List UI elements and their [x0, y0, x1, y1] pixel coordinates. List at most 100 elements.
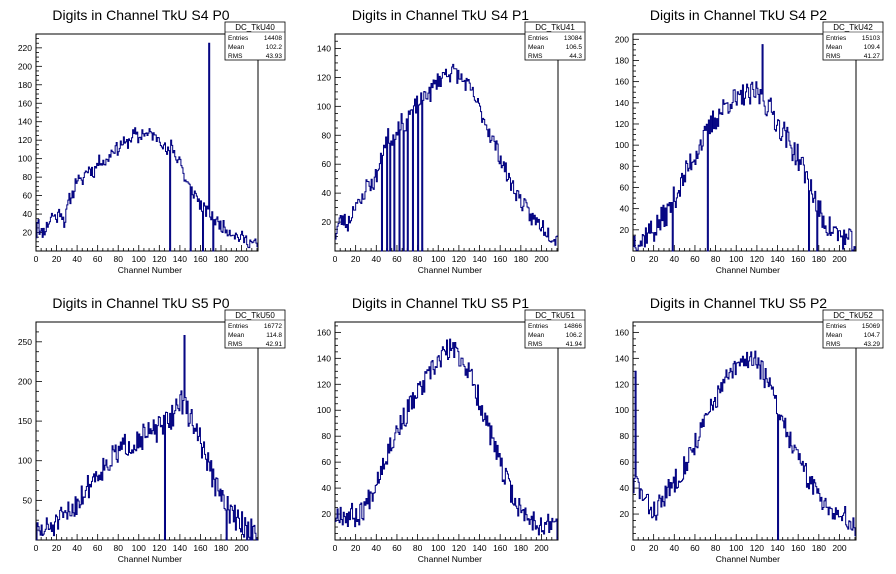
stats-mean-label: Mean	[826, 332, 843, 339]
stats-rms-value: 41.94	[566, 341, 583, 348]
x-tick-label: 200	[832, 254, 846, 264]
x-tick-label: 120	[750, 254, 764, 264]
y-tick-label: 120	[18, 135, 32, 145]
x-axis-title: Channel Number	[716, 265, 780, 275]
x-tick-label: 40	[72, 254, 82, 264]
y-tick-label: 140	[317, 43, 331, 53]
y-tick-label: 140	[317, 353, 331, 363]
x-tick-label: 120	[152, 543, 166, 553]
x-tick-label: 140	[173, 254, 187, 264]
y-tick-label: 100	[615, 405, 629, 415]
y-tick-label: 40	[322, 188, 332, 198]
x-tick-label: 0	[333, 254, 338, 264]
x-tick-label: 180	[514, 543, 528, 553]
y-tick-label: 40	[23, 209, 33, 219]
y-tick-label: 180	[615, 55, 629, 65]
stats-entries-value: 15069	[862, 323, 880, 330]
stats-mean-value: 106.5	[566, 44, 583, 51]
stats-entries-label: Entries	[228, 323, 249, 330]
histogram-panel-2: Digits in Channel TkU S4 P2 0 20 40 60 80 100 1…	[615, 7, 884, 275]
stats-box	[822, 309, 884, 349]
x-tick-label: 40	[372, 254, 382, 264]
y-tick-label: 20	[322, 509, 332, 519]
x-tick-label: 200	[234, 254, 248, 264]
stats-rms-value: 44.3	[569, 53, 582, 60]
histogram-line	[633, 44, 856, 252]
stats-box	[822, 21, 884, 61]
x-tick-label: 140	[472, 254, 486, 264]
x-tick-label: 140	[770, 543, 784, 553]
y-tick-label: 50	[23, 495, 33, 505]
plot-frame	[334, 321, 559, 541]
stats-rms-label: RMS	[826, 53, 841, 60]
x-tick-label: 200	[832, 543, 846, 553]
histogram-panel-4: Digits in Channel TkU S5 P1 0 20 40 60 80 100 1…	[317, 295, 586, 564]
stats-rms-value: 43.93	[266, 53, 283, 60]
y-tick-label: 20	[23, 228, 33, 238]
stats-entries-label: Entries	[826, 323, 847, 330]
stats-mean-value: 114.8	[266, 332, 282, 339]
x-tick-label: 100	[729, 543, 743, 553]
y-tick-label: 20	[620, 509, 630, 519]
x-tick-label: 0	[631, 543, 636, 553]
x-tick-label: 60	[690, 543, 700, 553]
x-tick-label: 180	[214, 254, 228, 264]
x-tick-label: 80	[413, 254, 423, 264]
stats-name: DC_TkU51	[535, 311, 575, 320]
stats-mean-value: 104.7	[864, 332, 881, 339]
stats-rms-label: RMS	[826, 341, 841, 348]
stats-name: DC_TkU52	[833, 311, 873, 320]
y-tick-label: 140	[18, 117, 32, 127]
x-axis-title: Channel Number	[118, 554, 182, 564]
panel-title: Digits in Channel TkU S4 P2	[650, 7, 827, 23]
y-tick-label: 200	[615, 34, 629, 44]
y-tick-label: 20	[620, 225, 630, 235]
stats-rms-value: 41.27	[864, 53, 881, 60]
stats-rms-value: 42.91	[266, 341, 283, 348]
x-tick-label: 60	[392, 254, 402, 264]
stats-rms-label: RMS	[528, 53, 543, 60]
x-tick-label: 20	[351, 254, 361, 264]
histogram-panel-0: Digits in Channel TkU S4 P0 0 20 40 60 80 100 1…	[18, 7, 286, 275]
y-tick-label: 40	[620, 204, 630, 214]
y-tick-label: 100	[18, 154, 32, 164]
stats-entries-value: 13084	[564, 35, 582, 42]
y-tick-label: 60	[620, 457, 630, 467]
x-tick-label: 200	[534, 543, 548, 553]
y-tick-label: 80	[620, 431, 630, 441]
stats-name: DC_TkU50	[235, 311, 275, 320]
panel-title: Digits in Channel TkU S5 P0	[52, 295, 229, 311]
histogram-line	[335, 338, 558, 540]
y-tick-label: 40	[322, 483, 332, 493]
x-tick-label: 120	[152, 254, 166, 264]
panel-title: Digits in Channel TkU S5 P1	[352, 295, 529, 311]
stats-entries-label: Entries	[228, 35, 249, 42]
stats-name: DC_TkU42	[833, 23, 873, 32]
x-tick-label: 140	[173, 543, 187, 553]
histogram-line	[36, 42, 258, 252]
stats-box	[524, 21, 586, 61]
stats-entries-value: 15103	[862, 35, 880, 42]
x-tick-label: 160	[791, 254, 805, 264]
stats-mean-label: Mean	[228, 332, 245, 339]
y-tick-label: 60	[322, 457, 332, 467]
y-tick-label: 120	[615, 119, 629, 129]
x-tick-label: 100	[431, 254, 445, 264]
stats-rms-label: RMS	[528, 341, 543, 348]
x-tick-label: 80	[413, 543, 423, 553]
y-tick-label: 150	[18, 416, 32, 426]
histogram-panel-1: Digits in Channel TkU S4 P1 0 20 40 60 80 100 1…	[317, 7, 586, 275]
plot-frame	[334, 33, 559, 252]
x-tick-label: 20	[52, 254, 62, 264]
y-tick-label: 20	[322, 217, 332, 227]
x-tick-label: 100	[431, 543, 445, 553]
x-tick-label: 40	[72, 543, 82, 553]
y-tick-label: 200	[18, 61, 32, 71]
x-tick-label: 100	[132, 254, 146, 264]
x-tick-label: 140	[770, 254, 784, 264]
x-tick-label: 120	[452, 543, 466, 553]
x-tick-label: 20	[649, 543, 659, 553]
x-tick-label: 40	[670, 543, 680, 553]
x-tick-label: 0	[631, 254, 636, 264]
